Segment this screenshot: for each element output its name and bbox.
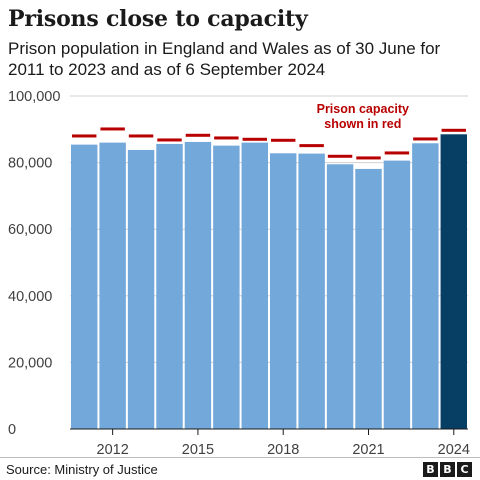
- capacity-marker: [128, 134, 154, 138]
- bar: [298, 153, 325, 429]
- source-note: Source: Ministry of Justice: [6, 462, 158, 477]
- chart-subtitle: Prison population in England and Wales a…: [8, 39, 441, 79]
- capacity-marker: [72, 134, 97, 138]
- bar: [440, 134, 467, 430]
- capacity-marker: [100, 127, 125, 131]
- bar: [383, 160, 411, 430]
- bbc-logo-letter-3: C: [457, 462, 472, 477]
- x-tick-label: 2012: [97, 442, 129, 458]
- capacity-marker: [413, 137, 438, 141]
- footer-divider: [0, 457, 480, 458]
- bbc-logo-letter-2: B: [440, 462, 455, 477]
- capacity-marker: [271, 138, 296, 142]
- bbc-logo: B B C: [423, 462, 472, 477]
- capacity-marker: [157, 138, 182, 142]
- x-tick-label: 2018: [267, 442, 299, 458]
- chart-title: Prisons close to capacity: [8, 6, 308, 32]
- bar: [326, 164, 354, 429]
- capacity-marker: [327, 154, 353, 158]
- capacity-marker: [185, 133, 211, 137]
- bar: [355, 168, 382, 429]
- capacity-marker: [299, 144, 324, 148]
- bar: [127, 149, 155, 430]
- bar: [99, 142, 126, 429]
- y-tick-label: 40,000: [8, 289, 52, 305]
- capacity-annotation: shown in red: [324, 117, 401, 131]
- bar: [213, 145, 240, 429]
- bar: [241, 142, 268, 429]
- capacity-marker: [214, 136, 239, 140]
- y-tick-label: 0: [8, 422, 16, 438]
- bar: [412, 143, 439, 429]
- x-tick-label: 2024: [438, 442, 470, 458]
- capacity-marker: [441, 128, 466, 132]
- x-tick-label: 2015: [182, 442, 214, 458]
- bar: [156, 143, 183, 429]
- bar: [270, 153, 297, 429]
- y-tick-label: 80,000: [8, 156, 52, 172]
- capacity-marker: [356, 156, 381, 160]
- y-tick-label: 60,000: [8, 222, 52, 238]
- capacity-annotation: Prison capacity: [317, 102, 409, 116]
- bbc-logo-letter-1: B: [423, 462, 438, 477]
- capacity-marker: [242, 137, 267, 141]
- y-tick-label: 100,000: [8, 89, 60, 105]
- y-tick-label: 20,000: [8, 355, 52, 371]
- capacity-marker: [384, 151, 410, 155]
- bar: [71, 144, 98, 430]
- x-tick-label: 2021: [352, 442, 384, 458]
- bar: [184, 141, 212, 430]
